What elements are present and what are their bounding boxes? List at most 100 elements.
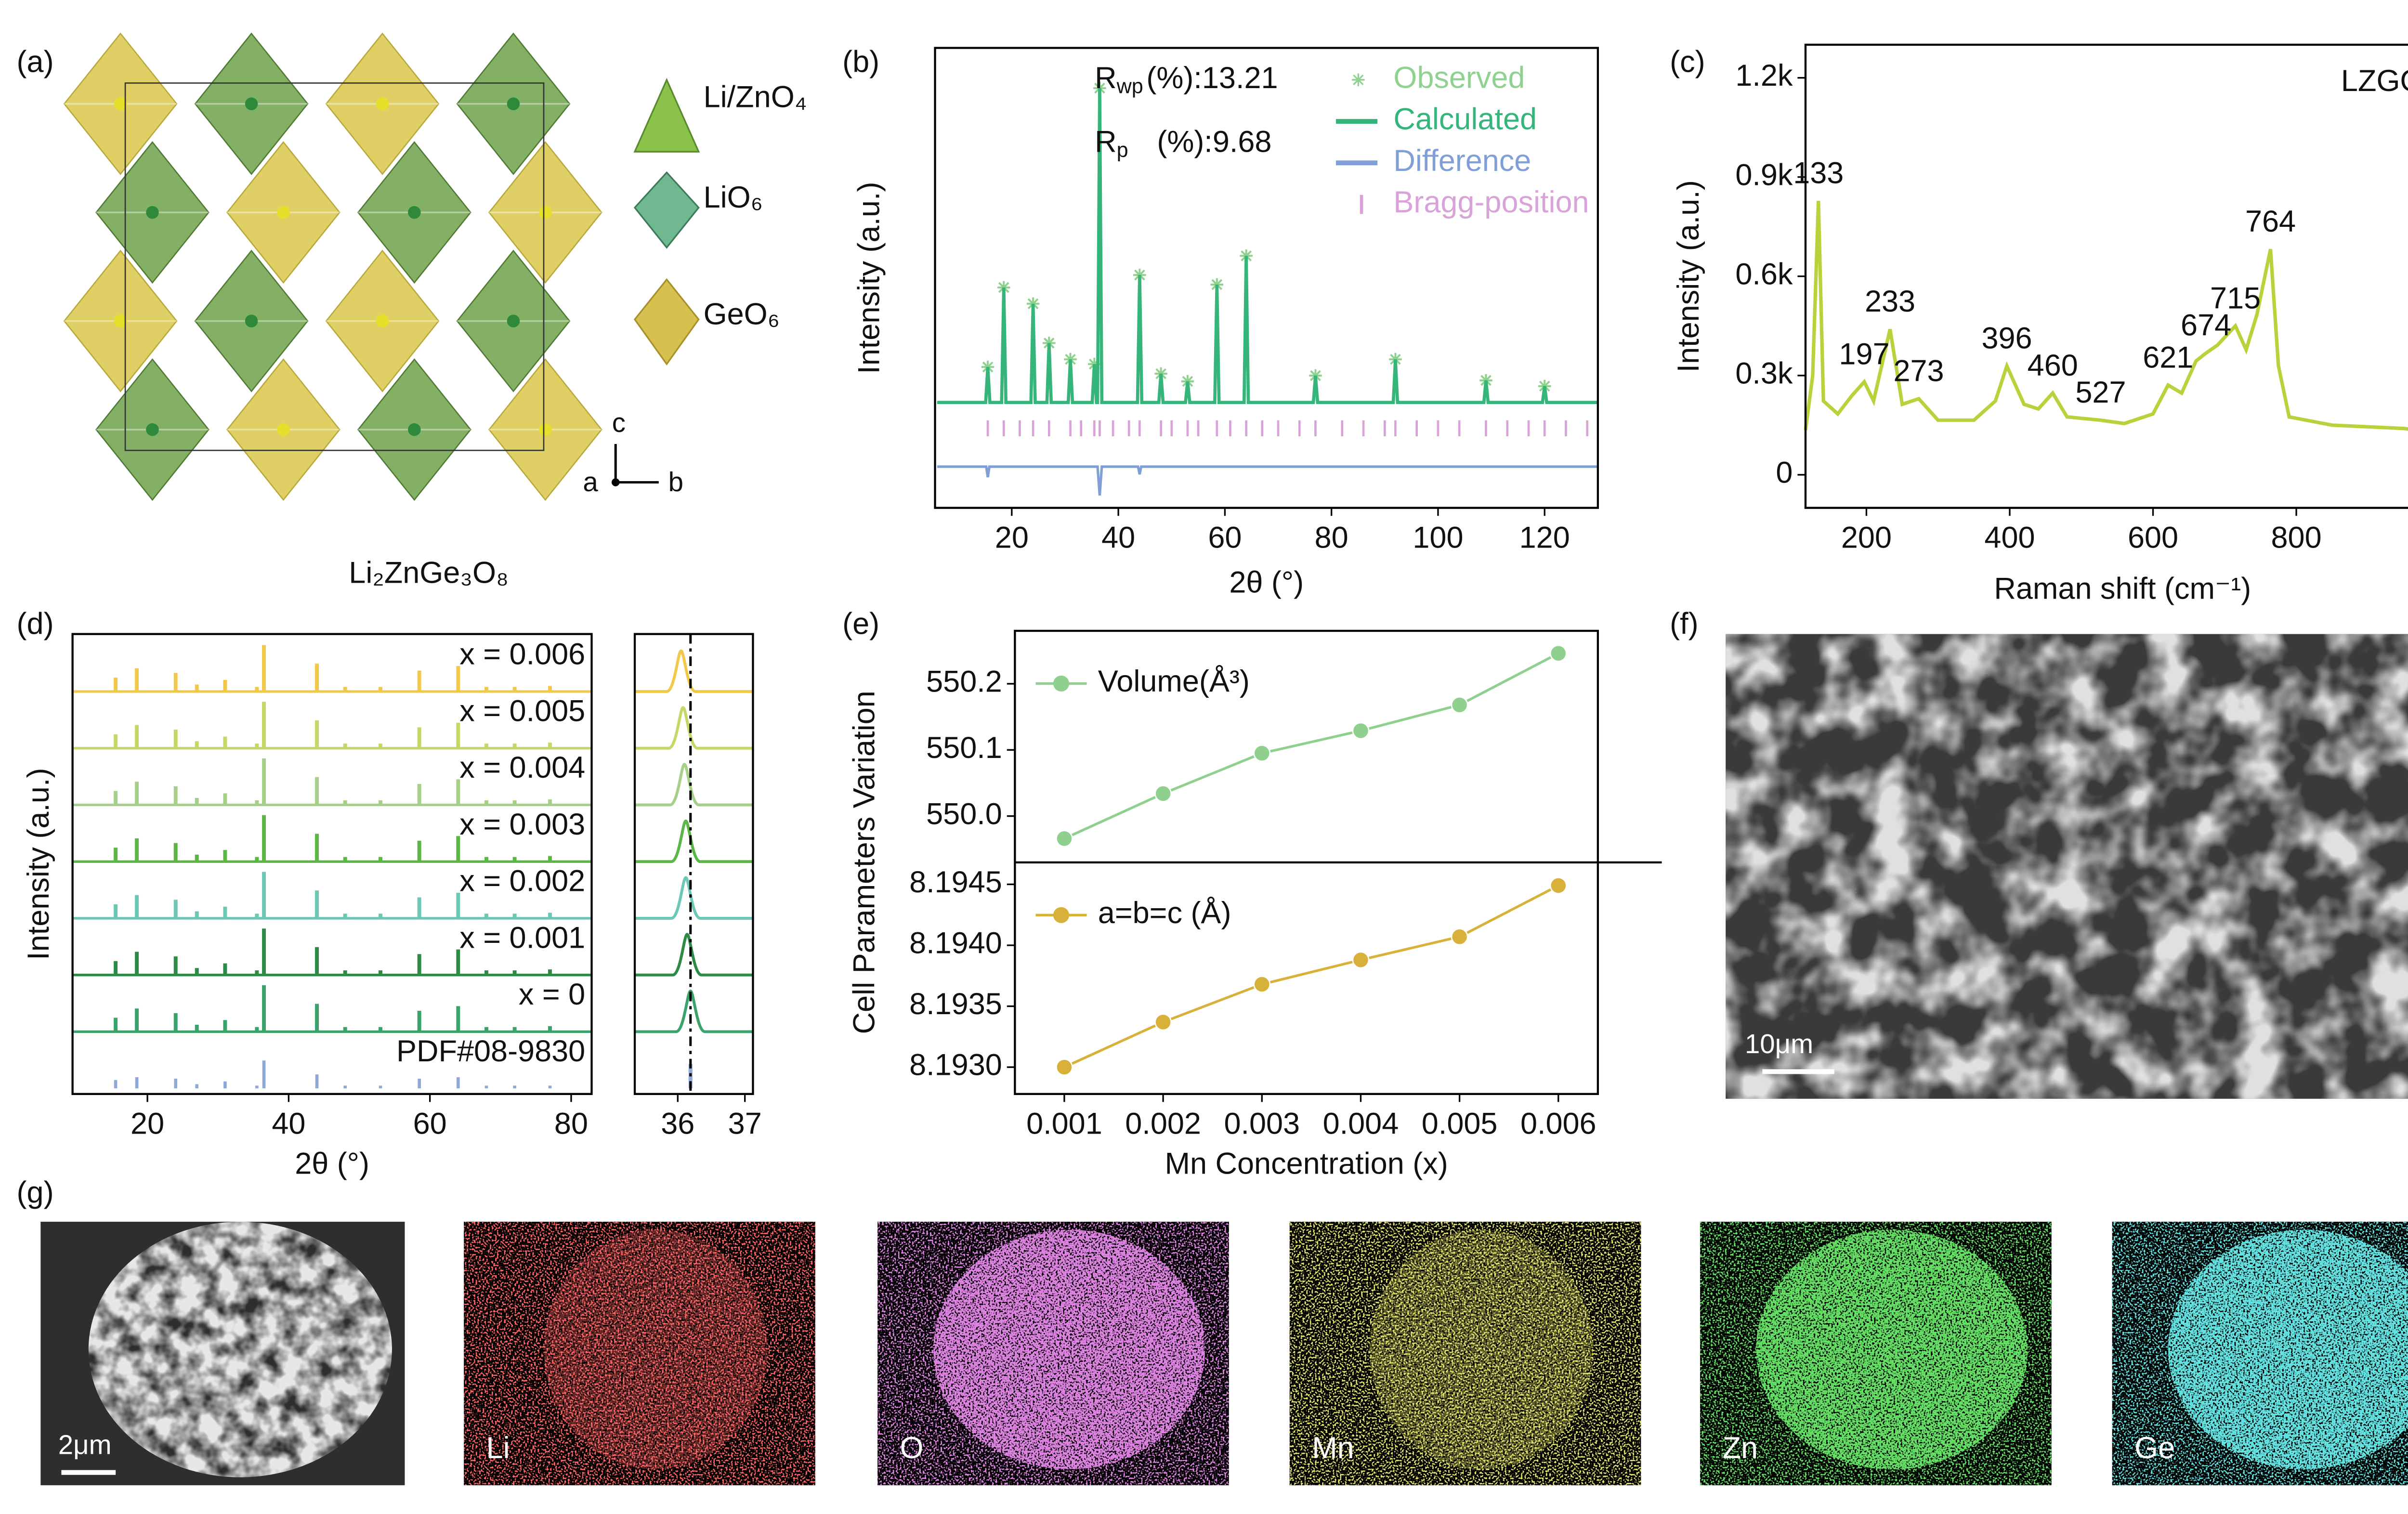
formula: Li₂ZnGe₃O₈ [349, 556, 509, 590]
x-tick-label: 40 [272, 1107, 305, 1141]
legend-label: Volume(Å³) [1098, 665, 1250, 698]
series-label: x = 0.005 [459, 694, 585, 728]
data-line [1063, 884, 1559, 1069]
sem-particles [1726, 634, 2408, 1099]
atom [114, 97, 127, 110]
atom [277, 206, 290, 219]
legend-label: Bragg-position [1393, 185, 1589, 219]
data-point [1549, 877, 1567, 894]
panel-label: (e) [842, 607, 879, 641]
panel-label: (g) [17, 1175, 54, 1209]
data-point [1154, 1013, 1172, 1031]
y-axis-label: Intensity (a.u.) [1672, 180, 1705, 372]
data-point [1154, 785, 1172, 802]
x-tick-label: 400 [1984, 521, 2035, 555]
data-point [1451, 928, 1468, 946]
atom [408, 206, 421, 219]
x-tick-label: 20 [995, 521, 1029, 555]
peak-label: 621 [2143, 340, 2193, 374]
legend-label: Observed [1393, 61, 1525, 94]
legend-label: LiO₆ [704, 181, 763, 214]
atom [376, 314, 389, 327]
data-point [1056, 830, 1073, 848]
x-tick-label: 37 [728, 1107, 762, 1141]
data-line [937, 465, 1598, 496]
data-point [1352, 951, 1370, 969]
y-tick-label: 8.1940 [909, 927, 1002, 960]
axis-frame [71, 633, 593, 1095]
data-point [1451, 696, 1468, 714]
legend-label: Li/ZnO₄ [704, 80, 807, 114]
atom [146, 423, 159, 436]
fit-annotation: Rp (%):9.68 [1095, 125, 1271, 162]
y-tick-label: 8.1930 [909, 1048, 1002, 1082]
atom [114, 314, 127, 327]
y-tick-label: 0.9k [1735, 158, 1793, 192]
peak-profile [635, 933, 753, 977]
symbol: R [1095, 61, 1117, 94]
legend-icon [633, 171, 700, 249]
axis-frame [1014, 629, 1599, 1095]
x-tick-label: 600 [2128, 521, 2178, 555]
y-tick-label: 1.2k [1735, 59, 1793, 92]
x-tick-label: 0.005 [1422, 1107, 1498, 1141]
atom [277, 423, 290, 436]
atom [539, 423, 552, 436]
y-tick-label: 0.3k [1735, 356, 1793, 390]
value: (%):13.21 [1146, 61, 1278, 94]
series-label: PDF#08-9830 [396, 1034, 585, 1068]
axis-name: b [668, 467, 683, 497]
panel-label: (d) [17, 607, 54, 641]
legend-marker [1352, 73, 1365, 87]
axis-frame [633, 633, 754, 1095]
peak-label: 233 [1865, 285, 1915, 318]
axis-name: c [612, 407, 626, 438]
series-label: x = 0 [519, 978, 585, 1011]
peak-profile [635, 649, 753, 693]
data-point [1253, 976, 1271, 993]
series-label: x = 0.001 [459, 921, 585, 954]
panel-label: (a) [17, 45, 54, 78]
element-label: Zn [1723, 1431, 1758, 1465]
y-tick-label: 550.2 [926, 665, 1002, 699]
data-point [1549, 644, 1567, 662]
x-tick-label: 0.003 [1224, 1107, 1300, 1141]
legend-icon [633, 278, 700, 366]
legend-label: Calculated [1393, 103, 1537, 136]
atom [507, 97, 520, 110]
x-tick-label: 100 [1413, 521, 1463, 555]
legend-marker [1053, 675, 1070, 692]
crystal-structure [63, 32, 602, 501]
element-label: Mn [1312, 1431, 1354, 1465]
x-tick-label: 40 [1101, 521, 1135, 555]
y-tick-label: 8.1945 [909, 865, 1002, 899]
legend-label: Difference [1393, 144, 1531, 178]
panel-label: (b) [842, 45, 879, 78]
peak-label: 715 [2210, 281, 2261, 315]
eds-signal-dense [2168, 1229, 2408, 1470]
x-axis-label: 2θ (°) [1229, 565, 1304, 599]
atom [507, 314, 520, 327]
panel-label: (f) [1670, 607, 1698, 641]
x-tick-label: 800 [2271, 521, 2322, 555]
fit-annotation: Rwp (%):13.21 [1095, 61, 1278, 98]
x-tick-label: 0.004 [1323, 1107, 1399, 1141]
x-tick-label: 60 [1208, 521, 1242, 555]
subscript: wp [1116, 75, 1143, 98]
legend-label: GeO₆ [704, 297, 780, 331]
peak-profile [635, 876, 753, 920]
atom [539, 206, 552, 219]
peak-profile [635, 990, 753, 1033]
peak-profile [635, 763, 753, 807]
x-tick-label: 20 [131, 1107, 164, 1141]
x-axis-label: Raman shift (cm⁻¹) [1994, 572, 2251, 606]
axis-frame [934, 47, 1599, 509]
legend-label: a=b=c (Å) [1098, 896, 1231, 930]
axis-dot [611, 478, 620, 486]
element-label: Ge [2134, 1431, 2175, 1465]
x-tick-label: 1000 [2406, 521, 2408, 555]
y-axis-label: Intensity (a.u.) [852, 182, 886, 374]
value: (%):9.68 [1157, 125, 1271, 158]
